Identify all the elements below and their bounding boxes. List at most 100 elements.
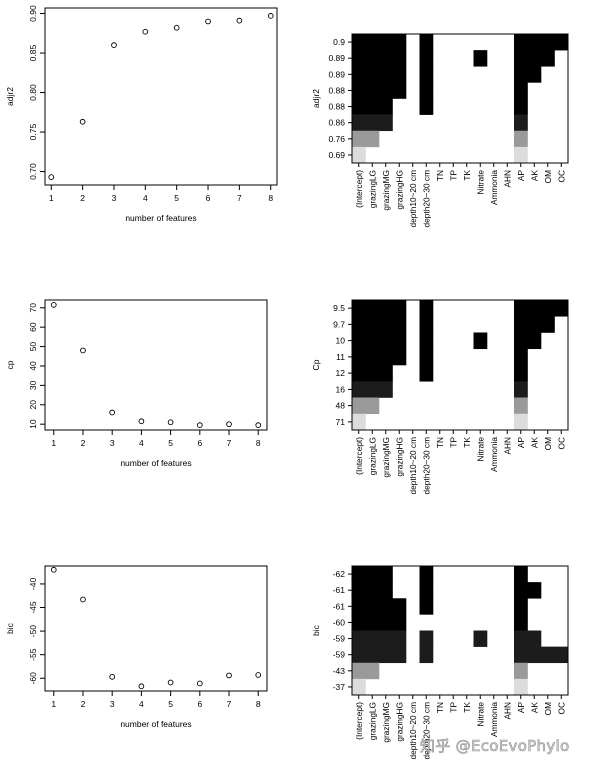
column-label: AP <box>516 702 526 714</box>
plot-frame <box>44 299 268 431</box>
y-tick-label: -40 <box>28 578 38 591</box>
heatmap-cell <box>419 582 434 599</box>
x-tick-label: 5 <box>168 438 173 448</box>
data-point <box>109 409 116 416</box>
data-point <box>50 302 57 308</box>
heatmap-cell <box>514 598 528 615</box>
heatmap-cell <box>527 34 542 51</box>
x-tick-label: 8 <box>256 699 261 709</box>
heatmap-cell <box>473 50 488 67</box>
heatmap-cell <box>419 300 434 317</box>
heatmap-cell <box>514 614 528 631</box>
data-point <box>196 422 203 428</box>
heatmap-cell <box>379 582 393 599</box>
heatmap-cell <box>352 98 366 115</box>
heatmap-y-axis-label: adjr2 <box>311 89 321 108</box>
heatmap-cell <box>419 348 434 366</box>
column-label: grazingMG <box>381 437 391 478</box>
data-point <box>226 672 232 679</box>
heatmap-cell <box>352 598 366 615</box>
column-label: grazingMG <box>381 170 391 211</box>
heatmap-cell <box>392 82 407 99</box>
heatmap-cell <box>365 598 380 615</box>
watermark-text: 知乎 @EcoEvoPhylo <box>420 737 570 756</box>
heatmap-cell <box>541 316 555 333</box>
y-tick-label: -60 <box>28 672 38 685</box>
row-label: 0.9 <box>333 37 345 47</box>
row-label: -62 <box>333 569 346 579</box>
heatmap-cell <box>352 34 366 51</box>
heatmap-cell <box>514 365 528 382</box>
x-tick-label: 6 <box>197 699 202 709</box>
heatmap-cell <box>473 332 488 350</box>
heatmap-cell <box>419 365 434 382</box>
heatmap-cell <box>365 365 380 382</box>
heatmap-cell <box>527 332 542 350</box>
column-label: (Intercept) <box>354 170 364 208</box>
column-label: OC <box>556 702 566 714</box>
heatmap-cell <box>392 598 407 615</box>
heatmap-cell <box>352 348 366 366</box>
heatmap-cell <box>514 413 528 431</box>
plot-frame <box>44 7 278 186</box>
data-point <box>255 672 262 678</box>
x-tick-label: 8 <box>256 438 261 448</box>
row-label: 48 <box>336 401 346 411</box>
y-tick-label: 0.70 <box>28 163 38 180</box>
heatmap-cell <box>352 146 366 164</box>
x-tick-label: 7 <box>227 438 232 448</box>
heatmap-cell <box>352 566 366 583</box>
heatmap-cell <box>554 646 569 664</box>
y-tick-label: 0.85 <box>28 44 38 61</box>
row-label: -61 <box>333 601 346 611</box>
row-label: -60 <box>333 617 346 627</box>
y-tick-label: 60 <box>28 322 38 332</box>
data-point <box>236 17 243 24</box>
heatmap-cell <box>514 82 528 99</box>
data-point <box>50 566 57 573</box>
data-point <box>138 683 145 690</box>
column-label: Nitrate <box>475 702 485 727</box>
heatmap-cell <box>419 332 434 350</box>
column-label: AHN <box>502 437 512 455</box>
heatmap-cell <box>541 50 555 67</box>
row-label: 0.69 <box>328 150 345 160</box>
heatmap-cell <box>527 646 542 664</box>
y-axis-label: adjr2 <box>5 87 15 106</box>
x-tick-label: 1 <box>51 438 56 448</box>
heatmap-cell <box>379 566 393 583</box>
heatmap-cell <box>514 646 528 664</box>
column-label: TP <box>448 702 458 713</box>
heatmap-y-axis-label: Cp <box>311 359 321 370</box>
heatmap-cell <box>554 34 569 51</box>
heatmap-cell <box>392 300 407 317</box>
heatmap-cell <box>379 332 393 350</box>
heatmap-cell <box>365 300 380 317</box>
x-axis-label: number of features <box>120 719 191 729</box>
x-tick-label: 3 <box>112 193 117 203</box>
heatmap-cell <box>379 82 393 99</box>
heatmap-cell <box>514 114 528 132</box>
heatmap-cell <box>365 114 380 132</box>
heatmap-cell <box>419 34 434 51</box>
heatmap-cell <box>365 397 380 415</box>
column-label: TP <box>448 437 458 448</box>
x-tick-label: 5 <box>168 699 173 709</box>
heatmap-cell <box>419 646 434 664</box>
heatmap-cell <box>379 66 393 83</box>
heatmap-cell <box>365 566 380 583</box>
x-axis-label: number of features <box>120 458 191 468</box>
column-label: Ammonia <box>489 437 499 472</box>
heatmap-cell <box>514 381 528 398</box>
heatmap-cell <box>352 82 366 99</box>
heatmap-frame <box>351 565 569 696</box>
column-label: grazingLG <box>367 702 377 740</box>
heatmap-cell <box>514 66 528 83</box>
column-label: Nitrate <box>475 437 485 462</box>
column-label: grazingHG <box>394 437 404 477</box>
heatmap-cell <box>527 316 542 333</box>
row-label: 0.89 <box>328 69 345 79</box>
heatmap-cell <box>392 34 407 51</box>
heatmap-cell <box>527 50 542 67</box>
row-label: 0.89 <box>328 53 345 63</box>
